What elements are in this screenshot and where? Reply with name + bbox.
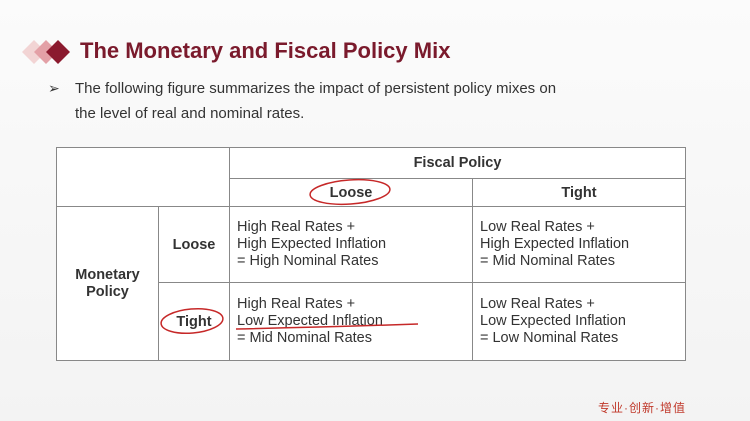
policy-table: Fiscal Policy Loose Tight Monetary Polic… xyxy=(56,147,686,361)
cell: Low Real Rates + High Expected Inflation =… xyxy=(472,206,686,283)
cell-line: Low Expected Inflation xyxy=(237,313,383,329)
cell: Low Real Rates + Low Expected Inflation = … xyxy=(472,282,686,361)
footer-tagline: 专业·创新·增值 xyxy=(598,401,686,415)
cell-line: High Expected Inflation xyxy=(237,236,387,252)
bullet-marker: ➢ xyxy=(48,80,60,96)
row-header: Loose xyxy=(158,206,230,283)
cell: High Real Rates + Low Expected Inflation =… xyxy=(229,282,473,361)
cell: High Real Rates + High Expected Inflation… xyxy=(229,206,473,283)
bullet-line: The following figure summarizes the impa… xyxy=(75,80,557,97)
column-header: Loose xyxy=(229,178,473,207)
row-group-line: Monetary xyxy=(75,266,140,283)
cell-line: Low Real Rates + xyxy=(480,219,595,235)
column-group: Fiscal Policy xyxy=(229,147,686,179)
cell-line: Low Expected Inflation xyxy=(480,313,626,329)
row-header: Tight xyxy=(158,282,230,361)
column-header: Tight xyxy=(472,178,686,207)
row-group-line: Policy xyxy=(86,283,129,300)
cell-line: = Mid Nominal Rates xyxy=(237,330,372,346)
cell-line: High Real Rates + xyxy=(237,296,356,312)
bullet-line: the level of real and nominal rates. xyxy=(75,105,305,122)
title: The Monetary and Fiscal Policy Mix xyxy=(80,38,451,63)
cell-line: = Low Nominal Rates xyxy=(480,330,619,346)
cell-line: = Mid Nominal Rates xyxy=(480,253,615,269)
row-group: Monetary Policy xyxy=(56,206,159,361)
cell-line: High Real Rates + xyxy=(237,219,356,235)
cell-line: Low Real Rates + xyxy=(480,296,595,312)
cell-line: High Expected Inflation xyxy=(480,236,630,252)
corner xyxy=(56,147,230,207)
cell-line: = High Nominal Rates xyxy=(237,253,379,269)
